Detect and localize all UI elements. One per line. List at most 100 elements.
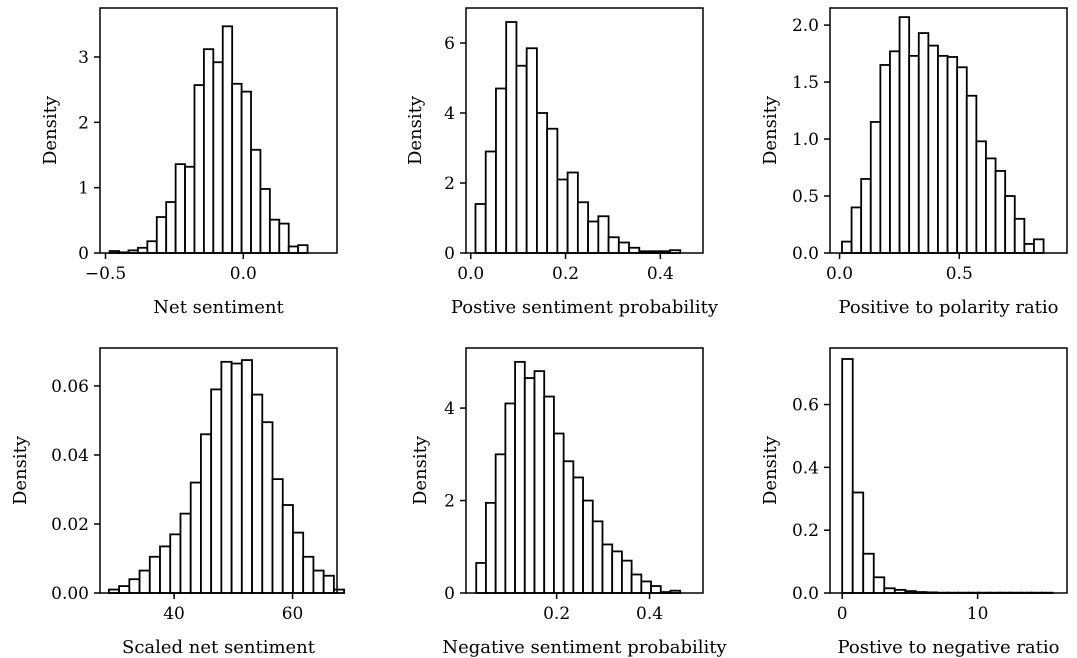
histogram-bar xyxy=(879,64,891,254)
histogram-bar xyxy=(543,395,555,594)
histogram-bar xyxy=(174,163,186,254)
x-tick-label: 60 xyxy=(282,604,304,624)
y-tick-label: 0.0 xyxy=(792,244,819,264)
histogram-bar xyxy=(148,555,161,594)
histogram-bar xyxy=(611,550,623,594)
y-tick-label: 0.5 xyxy=(792,187,819,207)
y-axis-label: Density xyxy=(410,435,431,505)
histogram-bar xyxy=(155,216,168,254)
y-tick-label: 1 xyxy=(78,179,89,199)
histogram-bar xyxy=(475,562,487,594)
histogram-panel: 0.0 0.5 0.0 0.5 1.0 1.5 2.0 Positive to polarit… xyxy=(760,7,1068,318)
histogram-bar xyxy=(485,501,497,594)
y-axis-label: Density xyxy=(760,435,781,505)
y-tick-label: 0.4 xyxy=(792,458,819,478)
histogram-bar xyxy=(869,121,882,254)
histogram-bar xyxy=(332,588,345,594)
histogram-panel: 0 10 0.0 0.2 0.4 0.6 Postive to negative ratio… xyxy=(760,347,1068,658)
histogram-bar xyxy=(591,520,604,594)
y-tick-label: 3 xyxy=(78,48,89,68)
histogram-bar xyxy=(525,47,538,254)
y-tick-label: 0 xyxy=(444,584,455,604)
plot-frame xyxy=(465,347,704,594)
histogram-bar xyxy=(860,178,872,254)
histogram-bar xyxy=(572,476,584,594)
histogram-bar xyxy=(1033,238,1045,254)
histogram-panel: −0.5 0.0 0 1 2 3 Net sentiment Density xyxy=(40,7,338,318)
histogram-bar xyxy=(138,569,151,594)
histogram-bar xyxy=(601,543,614,594)
histogram-bar xyxy=(220,360,233,594)
histogram-bar xyxy=(566,171,579,254)
y-axis-label: Density xyxy=(40,95,61,165)
histogram-bar xyxy=(628,246,641,254)
y-tick-label: 0 xyxy=(78,244,89,264)
histogram-bar xyxy=(259,188,271,254)
histogram-bar xyxy=(292,531,305,594)
histogram-bar xyxy=(230,362,243,594)
histogram-bar xyxy=(514,360,526,594)
histogram-bar xyxy=(562,460,575,594)
histogram-bar xyxy=(985,157,997,254)
histogram-bar xyxy=(597,215,610,254)
histogram-panel: 0.0 0.2 0.4 0 2 4 6 Postive sentiment probabili… xyxy=(405,7,719,318)
histogram-bar xyxy=(146,240,158,254)
histogram-bar xyxy=(908,54,920,254)
histogram-bar xyxy=(268,218,281,254)
histogram-bar xyxy=(523,377,536,594)
y-tick-label: 2.0 xyxy=(792,16,819,36)
histogram-bar xyxy=(494,453,507,594)
histogram-bar xyxy=(587,220,600,254)
histogram-bar xyxy=(841,358,854,594)
y-tick-label: 0.6 xyxy=(792,396,819,416)
histogram-bar xyxy=(640,580,652,594)
histogram-bar xyxy=(179,512,192,594)
histogram-bar xyxy=(484,150,497,254)
y-tick-label: 0.00 xyxy=(51,584,89,604)
histogram-bar xyxy=(240,90,252,254)
histogram-bar xyxy=(1023,242,1035,254)
histogram-bar xyxy=(505,21,518,254)
y-tick-label: 4 xyxy=(444,399,455,419)
histogram-bar xyxy=(271,478,284,594)
histogram-bar xyxy=(165,201,177,254)
x-tick-label: 0.2 xyxy=(543,604,570,624)
histogram-bar xyxy=(937,54,949,254)
histogram-bar xyxy=(617,241,630,254)
plot-frame xyxy=(99,347,338,594)
histogram-bar xyxy=(231,82,243,254)
x-axis-label: Net sentiment xyxy=(153,297,284,318)
y-tick-label: 0.0 xyxy=(792,584,819,604)
histogram-bar xyxy=(927,44,939,254)
x-tick-label: −0.5 xyxy=(85,264,126,284)
histogram-bar xyxy=(278,222,290,254)
histogram-bar xyxy=(495,87,508,254)
x-axis-label: Postive sentiment probability xyxy=(451,297,719,318)
x-axis-label: Scaled net sentiment xyxy=(122,637,316,658)
x-tick-label: 0.4 xyxy=(636,604,663,624)
x-tick-label: 0.0 xyxy=(826,264,853,284)
histogram-bar xyxy=(536,112,549,254)
histogram-bar xyxy=(504,402,516,594)
histogram-bar xyxy=(474,203,487,254)
plot-frame xyxy=(465,7,704,254)
histogram-panel: 0.2 0.4 0 2 4 Negative sentiment probability D… xyxy=(410,347,728,658)
x-tick-label: 10 xyxy=(967,604,989,624)
y-tick-label: 0.04 xyxy=(51,446,89,466)
histogram-bar xyxy=(210,388,223,594)
histogram-bar xyxy=(297,244,309,254)
histogram-bar xyxy=(607,236,620,254)
histogram-bar xyxy=(582,499,594,594)
histogram-bar xyxy=(872,576,886,594)
y-tick-label: 2 xyxy=(78,113,89,133)
histogram-bar xyxy=(202,48,215,254)
histogram-bar xyxy=(1013,217,1026,254)
histogram-bar xyxy=(553,432,565,594)
histogram-bar xyxy=(546,127,559,254)
x-axis-label: Postive to negative ratio xyxy=(838,637,1060,658)
histogram-bar xyxy=(302,555,315,594)
x-tick-label: 0.2 xyxy=(552,264,579,284)
histogram-bar xyxy=(898,16,911,254)
x-tick-label: 0.0 xyxy=(230,264,257,284)
